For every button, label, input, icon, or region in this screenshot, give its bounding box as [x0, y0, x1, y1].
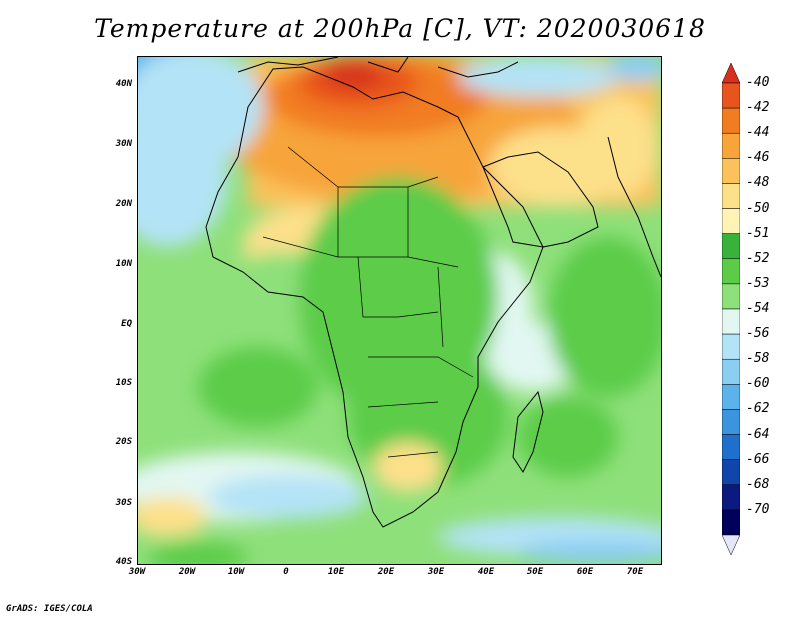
colorbar-swatch: [722, 358, 740, 385]
colorbar-swatch: [722, 132, 740, 159]
colorbar: [722, 63, 740, 555]
lon-label-60e: 60E: [576, 567, 594, 577]
lon-label-70e: 70E: [626, 567, 644, 577]
coastlines: [205, 57, 661, 528]
colorbar-top-arrow: [722, 63, 740, 84]
colorbar-swatch: [722, 107, 740, 134]
credit-text: GrADS: IGES/COLA: [6, 604, 93, 614]
madagascar-coast: [512, 390, 544, 473]
arabia-coast: [482, 151, 599, 248]
colorbar-tick-label: -66: [746, 451, 770, 467]
lon-label-10w: 10W: [227, 567, 245, 577]
colorbar-tick-label: -70: [746, 501, 770, 517]
colorbar-tick-label: -64: [746, 426, 770, 442]
colorbar-tick-label: -44: [746, 125, 770, 141]
colorbar-tick-label: -42: [746, 100, 770, 116]
colorbar-swatch: [722, 484, 740, 511]
colorbar-tick-label: -54: [746, 301, 770, 316]
lat-label-40s: 40S: [115, 557, 132, 567]
colorbar-swatch: [722, 183, 740, 209]
temperature-field: [138, 57, 661, 564]
lon-label-30e: 30E: [427, 567, 445, 577]
colorbar-swatch: [722, 82, 740, 109]
colorbar-tick-label: -56: [746, 326, 770, 342]
temperature-map: [138, 57, 661, 564]
colorbar-swatch: [722, 409, 740, 435]
colorbar-swatch: [722, 333, 740, 360]
colorbar-swatch: [722, 283, 740, 310]
colorbar-swatch: [722, 509, 740, 536]
colorbar-tick-label: -48: [746, 175, 770, 191]
lat-label-20n: 20N: [115, 199, 132, 209]
colorbar-swatch: [722, 384, 740, 410]
lon-label-0: 0: [283, 567, 289, 577]
lat-label-10n: 10N: [115, 259, 132, 269]
colorbar-swatch: [722, 208, 740, 234]
colorbar-tick-label: -53: [746, 275, 770, 291]
map-panel: [137, 56, 662, 565]
colorbar-tick-label: -40: [746, 75, 770, 90]
colorbar-tick-label: -46: [746, 150, 770, 166]
lon-label-20w: 20W: [178, 567, 196, 577]
lat-label-eq: EQ: [121, 319, 132, 329]
colorbar-swatch: [722, 459, 740, 486]
colorbar-swatch: [722, 434, 740, 460]
lat-label-40n: 40N: [115, 79, 132, 89]
border-lines: [262, 146, 474, 458]
colorbar-tick-label: -68: [746, 476, 770, 492]
lat-label-30s: 30S: [115, 498, 132, 508]
colorbar-tick-label: -51: [746, 225, 770, 241]
colorbar-swatch: [722, 258, 740, 285]
lon-label-50e: 50E: [526, 567, 544, 577]
colorbar-tick-label: -50: [746, 200, 770, 216]
lat-label-10s: 10S: [115, 378, 132, 388]
colorbar-swatch: [722, 233, 740, 260]
lat-label-20s: 20S: [115, 437, 132, 447]
lon-label-10e: 10E: [327, 567, 345, 577]
map-title: Temperature at 200hPa [C], VT: 202003061…: [94, 14, 706, 43]
colorbar-tick-label: -58: [746, 351, 770, 367]
colorbar-tick-label: -60: [746, 376, 770, 392]
europe-coast: [237, 57, 519, 78]
india-coast: [607, 136, 661, 278]
lat-label-30n: 30N: [115, 139, 132, 149]
colorbar-tick-label: -52: [746, 250, 770, 266]
lon-label-20e: 20E: [377, 567, 395, 577]
colorbar-tick-label: -62: [746, 401, 770, 417]
colorbar-swatch: [722, 308, 740, 335]
lon-label-30w: 30W: [128, 567, 146, 577]
colorbar-bottom-arrow: [722, 534, 740, 555]
africa-coast: [205, 66, 544, 528]
lon-label-40e: 40E: [477, 567, 495, 577]
colorbar-swatch: [722, 158, 740, 184]
